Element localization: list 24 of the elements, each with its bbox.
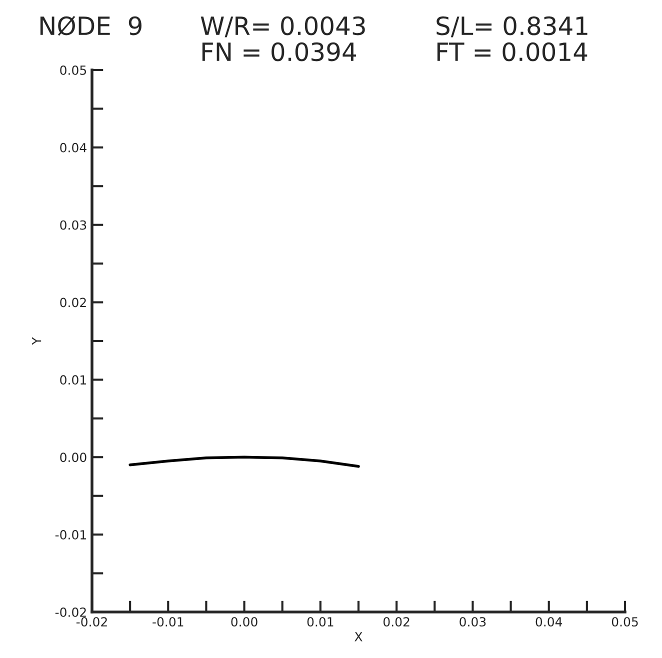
y-tick-label: -0.02	[55, 607, 86, 617]
text: S/L= 0.8341	[436, 16, 588, 38]
y-tick-label: 0.05	[60, 65, 86, 75]
y-tick-label: 0.02	[60, 298, 86, 308]
y-tick-label: 0.00	[60, 452, 86, 462]
x-tick-label: 0.03	[460, 617, 486, 627]
y-tick-label: 0.04	[60, 142, 86, 152]
y-axis-title: Y	[32, 337, 42, 345]
x-tick-label: 0.04	[536, 617, 562, 627]
y-tick-label: 0.01	[60, 375, 86, 385]
text: W/R= 0.0043	[200, 16, 365, 38]
y-tick-label: -0.01	[55, 530, 86, 540]
x-tick-label: -0.01	[152, 617, 184, 627]
x-tick-label: -0.02	[76, 617, 107, 627]
x-tick-label: 0.02	[383, 617, 410, 627]
text: FN = 0.0394	[202, 42, 356, 62]
text: FT = 0.0014	[437, 42, 588, 62]
chart-title: NØDE 9	[40, 16, 142, 36]
line-series	[128, 456, 360, 468]
x-tick-label: 0.01	[307, 617, 334, 627]
y-tick-label: 0.03	[60, 220, 86, 230]
x-tick-label: 0.05	[612, 617, 638, 627]
x-tick-label: 0.00	[231, 617, 258, 627]
x-axis-title: X	[354, 632, 362, 642]
